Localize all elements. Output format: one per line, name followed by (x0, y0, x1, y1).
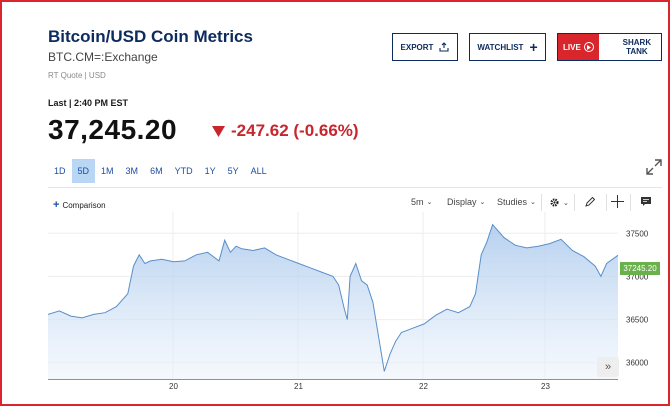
range-5d[interactable]: 5D (71, 159, 96, 183)
watchlist-button[interactable]: WATCHLIST + (469, 33, 546, 61)
quote-meta: RT Quote | USD (48, 71, 106, 80)
comment-icon[interactable] (640, 196, 652, 207)
price-area (48, 224, 618, 380)
price-change: -247.62 (-0.66%) (212, 121, 359, 141)
comparison-button[interactable]: + Comparison (53, 199, 106, 211)
toolbar-divider (48, 187, 662, 188)
range-6m[interactable]: 6M (150, 166, 163, 176)
range-selector: 1D 5D 1M 3M 6M YTD 1Y 5Y ALL (48, 159, 273, 183)
export-label: EXPORT (400, 42, 434, 52)
y-tick-label: 36500 (626, 316, 649, 325)
plus-icon: + (529, 39, 538, 55)
export-button[interactable]: EXPORT (392, 33, 458, 61)
range-1y[interactable]: 1Y (204, 166, 216, 176)
watchlist-label: WATCHLIST (477, 42, 524, 52)
x-axis: 20 21 22 23 (48, 382, 618, 396)
page-title: Bitcoin/USD Coin Metrics (48, 27, 253, 46)
range-1d[interactable]: 1D (54, 166, 66, 176)
pencil-icon[interactable] (584, 196, 596, 208)
toolbar-separator (606, 194, 607, 211)
y-tick-label: 37500 (626, 229, 649, 238)
y-tick-label: 37000 (626, 272, 649, 281)
live-badge: LIVE (558, 34, 599, 60)
display-label: Display (447, 197, 477, 207)
shark-tank-label: SHARK TANK (622, 38, 652, 56)
price-chart[interactable]: 36000 36500 37000 37500 (48, 212, 662, 380)
studies-dropdown[interactable]: Studies ⌄ (497, 197, 536, 207)
plus-icon: + (53, 199, 60, 211)
live-label: LIVE (563, 42, 581, 52)
range-all[interactable]: ALL (250, 166, 267, 176)
play-icon (583, 42, 594, 52)
interval-label: 5m (411, 197, 424, 207)
price-line (48, 223, 619, 372)
change-value: -247.62 (-0.66%) (231, 121, 359, 140)
comparison-label: Comparison (62, 200, 106, 210)
range-5y[interactable]: 5Y (227, 166, 239, 176)
scroll-to-latest-button[interactable]: » (597, 357, 619, 377)
chevron-down-icon: ⌄ (479, 199, 486, 206)
chevron-down-icon: ⌄ (563, 199, 569, 207)
export-icon (439, 42, 450, 52)
range-3m[interactable]: 3M (125, 166, 139, 176)
down-arrow-icon (212, 125, 225, 137)
last-price: 37,245.20 (48, 114, 178, 145)
chevron-down-icon: ⌄ (426, 199, 433, 206)
display-dropdown[interactable]: Display ⌄ (447, 197, 485, 207)
x-tick-label: 23 (541, 382, 550, 391)
x-tick-label: 21 (294, 382, 303, 391)
range-ytd[interactable]: YTD (174, 166, 193, 176)
x-tick-label: 20 (169, 382, 178, 391)
last-price-tag: 37245.20 (620, 262, 660, 275)
studies-label: Studies (497, 197, 528, 207)
symbol-label: BTC.CM=:Exchange (48, 50, 158, 64)
crosshair-icon[interactable] (611, 195, 624, 208)
range-1m[interactable]: 1M (101, 166, 114, 176)
expand-icon[interactable] (646, 159, 662, 175)
x-tick-label: 22 (419, 382, 428, 391)
last-trade-label: Last | 2:40 PM EST (48, 98, 129, 108)
settings-dropdown[interactable]: ⌄ (549, 197, 569, 208)
toolbar-separator (630, 194, 631, 211)
interval-dropdown[interactable]: 5m ⌄ (411, 197, 432, 207)
double-chevron-right-icon: » (604, 361, 612, 373)
toolbar-separator (541, 194, 542, 211)
live-shark-tank-button[interactable]: LIVE SHARK TANK (557, 33, 662, 61)
y-tick-label: 36000 (626, 359, 649, 368)
toolbar-separator (574, 194, 575, 211)
chevron-down-icon: ⌄ (530, 199, 536, 206)
gear-icon (550, 198, 559, 207)
